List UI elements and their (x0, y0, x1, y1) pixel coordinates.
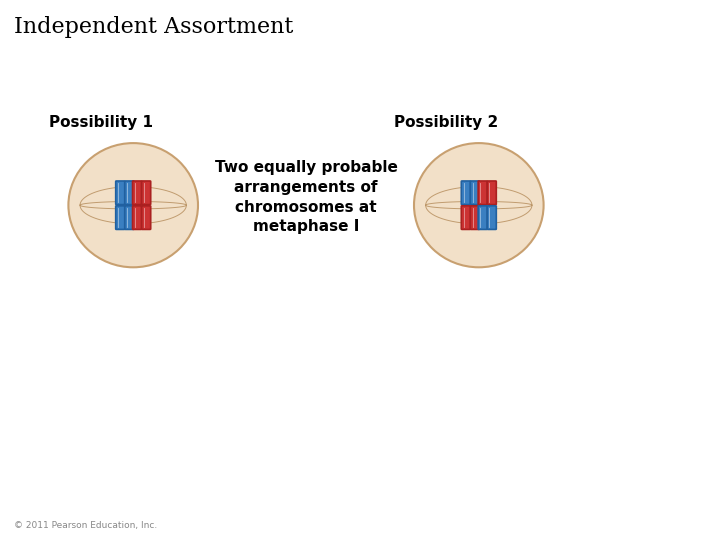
FancyBboxPatch shape (125, 206, 134, 230)
FancyBboxPatch shape (487, 206, 496, 230)
Text: Two equally probable
arrangements of
chromosomes at
metaphase I: Two equally probable arrangements of chr… (215, 160, 397, 234)
Text: Possibility 2: Possibility 2 (395, 114, 498, 130)
FancyBboxPatch shape (478, 181, 487, 205)
FancyBboxPatch shape (142, 181, 150, 205)
FancyBboxPatch shape (470, 206, 480, 230)
Text: Possibility 1: Possibility 1 (49, 114, 153, 130)
Text: © 2011 Pearson Education, Inc.: © 2011 Pearson Education, Inc. (14, 521, 158, 530)
FancyBboxPatch shape (116, 206, 125, 230)
FancyBboxPatch shape (125, 181, 134, 205)
FancyBboxPatch shape (462, 181, 470, 205)
FancyBboxPatch shape (487, 181, 496, 205)
FancyBboxPatch shape (132, 181, 142, 205)
FancyBboxPatch shape (142, 206, 150, 230)
FancyBboxPatch shape (478, 206, 487, 230)
FancyBboxPatch shape (470, 181, 480, 205)
FancyBboxPatch shape (462, 206, 470, 230)
Text: Independent Assortment: Independent Assortment (14, 16, 294, 38)
Ellipse shape (68, 143, 198, 267)
FancyBboxPatch shape (116, 181, 125, 205)
FancyBboxPatch shape (132, 206, 142, 230)
Ellipse shape (414, 143, 544, 267)
